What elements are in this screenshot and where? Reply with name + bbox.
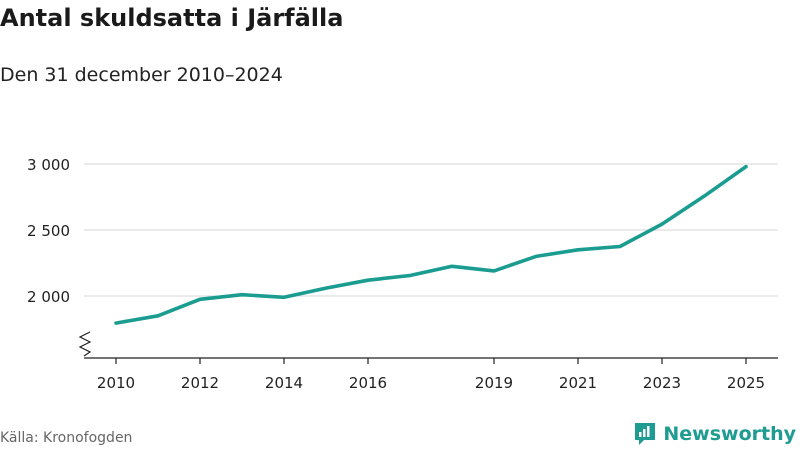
x-tick-label: 2016 <box>349 374 387 392</box>
x-axis-ticks: 2010 2012 2014 2016 2019 2021 2023 2025 <box>97 358 765 392</box>
data-point-2018 <box>450 264 454 268</box>
axis-break-zigzag <box>78 331 92 357</box>
data-point-2010 <box>114 321 118 325</box>
x-tick-label: 2023 <box>643 374 681 392</box>
data-point-2022 <box>618 245 622 248</box>
y-tick-label: 3 000 <box>27 156 70 174</box>
source-note: Källa: Kronofogden <box>0 430 133 446</box>
data-point-2021 <box>576 248 580 252</box>
data-point-2013 <box>240 293 244 297</box>
series-line-skuldsatta <box>114 164 748 325</box>
series-layer <box>114 164 748 325</box>
y-axis-ticks: 2 000 2 500 3 000 <box>27 156 70 306</box>
brand-name: Newsworthy <box>663 423 796 445</box>
data-point-2014 <box>282 295 286 299</box>
y-tick-label: 2 000 <box>27 288 70 306</box>
chart-subtitle: Den 31 december 2010–2024 <box>0 64 283 86</box>
data-point-2019 <box>492 269 496 273</box>
y-tick-label: 2 500 <box>27 222 70 240</box>
data-point-2024 <box>702 194 706 198</box>
newsworthy-logo-icon <box>635 423 656 445</box>
x-tick-label: 2010 <box>97 374 135 392</box>
data-point-2016 <box>366 278 370 282</box>
data-point-2011 <box>156 314 160 318</box>
chart-title: Antal skuldsatta i Järfälla <box>0 4 344 32</box>
axis-break-marker <box>78 331 92 357</box>
data-point-2020 <box>534 254 538 258</box>
data-point-2012 <box>198 297 202 301</box>
brand-logo: Newsworthy <box>633 420 796 448</box>
gridlines <box>84 163 778 297</box>
data-point-2025 <box>744 165 748 169</box>
x-tick-label: 2014 <box>265 374 303 392</box>
data-point-2017 <box>408 274 412 278</box>
x-tick-label: 2012 <box>181 374 219 392</box>
line-chart: 2 000 2 500 3 000 2010 2012 2014 2016 2019 2021… <box>27 156 778 392</box>
x-tick-label: 2021 <box>559 374 597 392</box>
data-point-2023 <box>660 222 664 226</box>
data-point-2015 <box>324 286 328 290</box>
x-tick-label: 2019 <box>475 374 513 392</box>
x-tick-label: 2025 <box>727 374 765 392</box>
